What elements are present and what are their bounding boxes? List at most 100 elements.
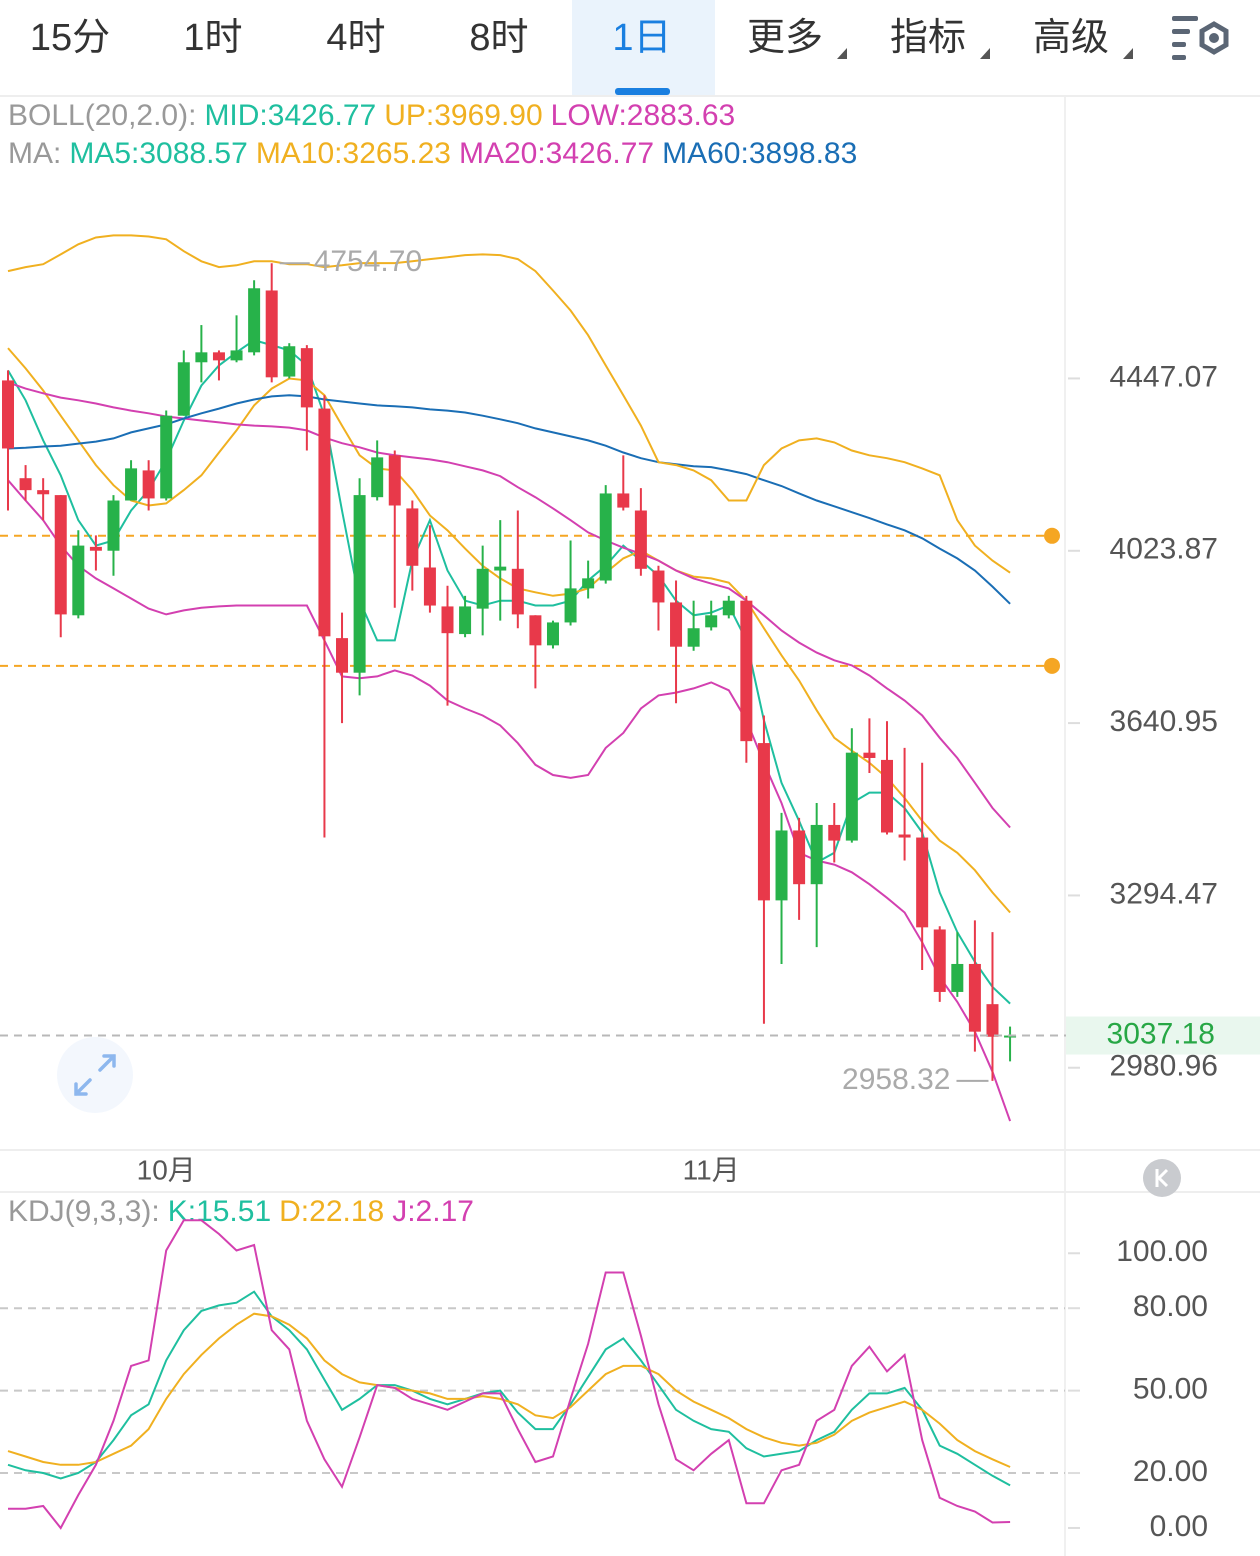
tab-active-indicator [615, 88, 670, 95]
candle-body [248, 288, 261, 353]
candle-body [564, 588, 577, 623]
candle-body [160, 415, 173, 499]
legend-item: K:15.51 [168, 1195, 271, 1228]
legend-item: MA60:3898.83 [662, 137, 857, 170]
legend-item: MA20:3426.77 [459, 137, 654, 170]
alert-handle[interactable] [1044, 527, 1060, 544]
y-tick-label: 0.00 [1150, 1510, 1208, 1543]
indicator-line [7, 234, 1011, 574]
candle-body [406, 508, 419, 566]
tab-label: 指标 [890, 17, 966, 59]
tab[interactable]: 4时 [326, 17, 385, 59]
candle-body [476, 568, 489, 609]
candle-body [494, 566, 507, 571]
legend-item: MID:3426.77 [204, 99, 376, 132]
legend-item: D:22.18 [279, 1195, 384, 1228]
low-marker-label: 2958.32 [842, 1063, 950, 1096]
y-tick-label: 3294.47 [1110, 877, 1218, 910]
candle-body [2, 380, 14, 449]
tab-menu-caret [1123, 48, 1133, 59]
candle-body [54, 495, 67, 615]
tab-label: 8时 [469, 17, 528, 59]
candle-body [441, 606, 454, 634]
candle-body [230, 350, 243, 361]
y-tick-label: 50.00 [1133, 1373, 1208, 1406]
candle-body [423, 567, 436, 606]
tab-label: 高级 [1033, 17, 1109, 59]
candle-body [740, 600, 753, 742]
indicator-line [7, 381, 1011, 829]
y-tick-label: 100.00 [1116, 1235, 1208, 1268]
candle-body [599, 493, 612, 581]
indicator-line [7, 347, 1011, 914]
icon-bar [1172, 42, 1186, 47]
tab-active-bg [572, 0, 715, 95]
legend-row: MA: MA5:3088.57 MA10:3265.23 MA20:3426.77 MA… [8, 137, 857, 170]
tab[interactable]: 更多 [747, 17, 847, 59]
legend-item: MA5:3088.57 [69, 137, 247, 170]
legend-label: KDJ(9,3,3): [8, 1195, 160, 1228]
legend-label: MA: [8, 137, 61, 170]
legend-item: UP:3969.90 [384, 99, 542, 132]
candle-body [722, 600, 735, 616]
candle-body [195, 352, 208, 363]
candle-body [617, 493, 630, 508]
icon-bar [1172, 29, 1190, 34]
candle-body [652, 570, 665, 603]
candle-body [670, 602, 683, 647]
tab-menu-caret [980, 48, 990, 59]
candle-body [318, 408, 331, 637]
candle-body [986, 1004, 999, 1037]
indicator-line [7, 339, 1011, 1005]
candle-body [89, 546, 102, 551]
kdj-line [8, 1219, 1011, 1530]
indicator-line [7, 479, 1012, 1122]
tab[interactable]: 指标 [890, 17, 990, 59]
x-tick-label: 11月 [683, 1154, 740, 1185]
tab-label: 4时 [326, 17, 385, 59]
candle-body [705, 615, 718, 628]
candle-body [933, 929, 946, 992]
candle-body [634, 510, 647, 569]
candle-body [353, 495, 366, 673]
alert-handle[interactable] [1044, 657, 1060, 674]
candle-body [968, 963, 981, 1032]
reset-bg [1143, 1159, 1181, 1197]
reset-icon [1155, 1168, 1169, 1188]
tab-label: 1时 [183, 17, 242, 59]
candle-body [828, 824, 841, 841]
tab[interactable]: 1时 [183, 17, 242, 59]
candle-body [265, 290, 278, 378]
candle-body [511, 568, 524, 615]
icon-bar [1172, 55, 1186, 60]
candle-body [582, 578, 595, 589]
last-price-box [1066, 1016, 1260, 1055]
settings-button[interactable] [1172, 16, 1229, 60]
candle-body [142, 470, 155, 499]
candle-body [371, 457, 384, 498]
candle-body [19, 478, 32, 491]
candle-body [212, 352, 225, 361]
candle-body [757, 743, 770, 901]
tab[interactable]: 8时 [469, 17, 528, 59]
candle-body [459, 606, 472, 635]
expand-button[interactable] [57, 1037, 133, 1113]
tab[interactable]: 1日 [572, 0, 715, 95]
y-tick-label: 2980.96 [1110, 1050, 1218, 1083]
candle-body [546, 622, 559, 646]
legend-item: J:2.17 [392, 1195, 474, 1228]
candle-body [107, 500, 120, 551]
candle-body [687, 628, 700, 647]
candle-body [951, 963, 964, 992]
y-tick-label: 3640.95 [1110, 705, 1218, 738]
candle-body [916, 837, 929, 928]
reset-button[interactable] [1143, 1159, 1181, 1197]
candle-body [863, 752, 876, 758]
kdj-line [7, 1312, 1011, 1468]
tab[interactable]: 高级 [1033, 17, 1133, 59]
tab[interactable]: 15分 [30, 17, 110, 59]
candle-body [845, 752, 858, 841]
